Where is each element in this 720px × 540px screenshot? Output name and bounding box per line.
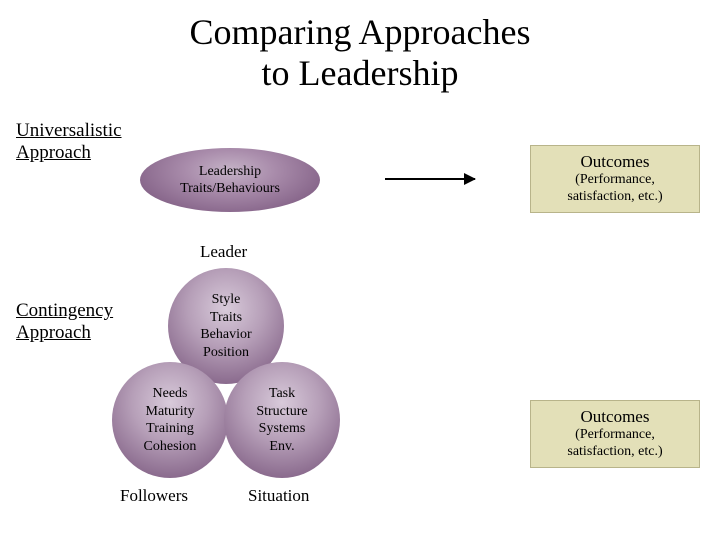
outcomes-contingency: Outcomes (Performance, satisfaction, etc…: [530, 400, 700, 468]
followers-l4: Cohesion: [144, 438, 197, 456]
followers-l3: Training: [146, 420, 194, 438]
contingency-label-l2: Approach: [16, 322, 91, 343]
universalistic-label-l2: Approach: [16, 142, 91, 163]
contingency-label: Contingency Approach: [16, 300, 113, 344]
univ-oval-l1: Leadership: [199, 163, 261, 181]
contingency-label-l1: Contingency: [16, 300, 113, 321]
leader-l2: Traits: [210, 309, 242, 327]
universalistic-oval: Leadership Traits/Behaviours: [140, 148, 320, 212]
circle-followers: Needs Maturity Training Cohesion: [112, 362, 228, 478]
universalistic-label-l1: Universalistic: [16, 120, 122, 141]
outcome-cont-d1: (Performance,: [541, 427, 689, 444]
followers-l2: Maturity: [146, 403, 195, 421]
leader-l1: Style: [212, 291, 241, 309]
universalistic-label: Universalistic Approach: [16, 120, 122, 164]
outcomes-universalistic: Outcomes (Performance, satisfaction, etc…: [530, 145, 700, 213]
page-title: Comparing Approaches to Leadership: [0, 0, 720, 95]
followers-l1: Needs: [153, 385, 188, 403]
title-line1: Comparing Approaches: [190, 12, 531, 52]
title-line2: to Leadership: [262, 53, 459, 93]
outcome-univ-header: Outcomes: [541, 152, 689, 172]
situation-l4: Env.: [269, 438, 294, 456]
leader-label: Leader: [200, 242, 247, 262]
outcome-univ-d2: satisfaction, etc.): [541, 189, 689, 206]
leader-l4: Position: [203, 344, 249, 362]
situation-l2: Structure: [256, 403, 307, 421]
leader-l3: Behavior: [200, 326, 251, 344]
arrow-universalistic: [385, 178, 475, 180]
followers-label: Followers: [120, 486, 188, 506]
univ-oval-l2: Traits/Behaviours: [180, 180, 280, 198]
outcome-univ-d1: (Performance,: [541, 172, 689, 189]
outcome-cont-d2: satisfaction, etc.): [541, 444, 689, 461]
circle-situation: Task Structure Systems Env.: [224, 362, 340, 478]
situation-l3: Systems: [259, 420, 306, 438]
outcome-cont-header: Outcomes: [541, 407, 689, 427]
situation-label: Situation: [248, 486, 309, 506]
situation-l1: Task: [269, 385, 295, 403]
